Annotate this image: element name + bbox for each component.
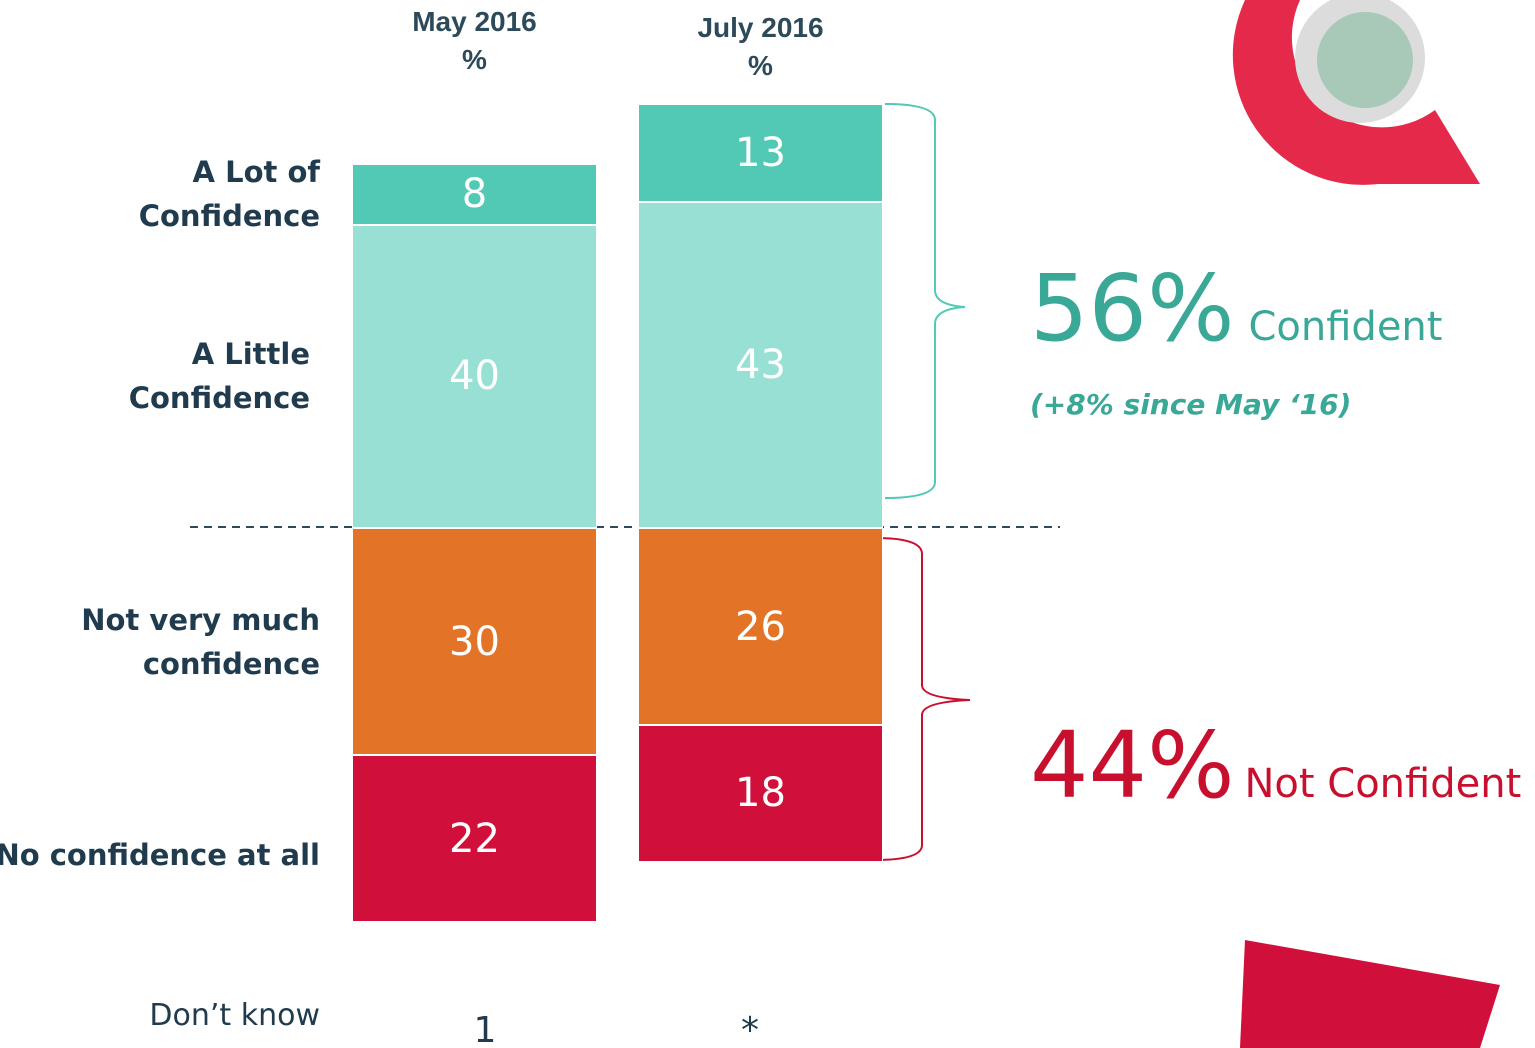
- confident-annotation: 56% Confident: [1030, 255, 1442, 362]
- confident-change: (+8% since May ‘16): [1030, 388, 1352, 421]
- bar-segment: [352, 528, 597, 756]
- logo-ring: [1232, 0, 1480, 185]
- dont-know-value: 1: [473, 1010, 497, 1048]
- confident-total: 56%: [1030, 255, 1235, 362]
- column-unit: %: [748, 50, 773, 81]
- bar-segment: [352, 164, 597, 225]
- value-label: 30: [449, 618, 500, 665]
- bracket-confident: [884, 103, 966, 499]
- value-label: 18: [735, 770, 786, 817]
- logo-bottom: [1240, 940, 1500, 1048]
- value-label: 13: [735, 129, 786, 176]
- series-label: No confidence at all: [0, 837, 320, 872]
- logo-figure: [1317, 12, 1413, 108]
- bar-segment: [638, 528, 883, 726]
- series-label: Not very much confidence: [81, 602, 320, 681]
- column-header: July 2016: [697, 12, 824, 43]
- bar-segment: [352, 755, 597, 923]
- not-confident-label: Not Confident: [1244, 761, 1522, 807]
- confident-label: Confident: [1248, 304, 1443, 350]
- series-label: A Little Confidence: [128, 337, 310, 416]
- dont-know-value: *: [741, 1010, 759, 1048]
- value-label: 26: [735, 603, 786, 650]
- value-label: 22: [449, 815, 500, 862]
- not-confident-total: 44%: [1030, 712, 1235, 819]
- column-header: May 2016: [412, 6, 537, 37]
- dont-know-label: Don’t know: [149, 998, 320, 1033]
- bar-segment: [638, 202, 883, 528]
- bar-segment: [638, 103, 883, 203]
- column-unit: %: [462, 44, 487, 75]
- series-label: A Lot of Confidence: [138, 155, 320, 234]
- value-label: 8: [461, 171, 488, 218]
- bracket-not-confident: [874, 537, 971, 861]
- bar-segment: [638, 725, 883, 862]
- bar-segment: [352, 224, 597, 528]
- value-label: 43: [735, 342, 786, 389]
- not-confident-annotation: 44% Not Confident: [1030, 712, 1521, 819]
- value-label: 40: [449, 353, 500, 400]
